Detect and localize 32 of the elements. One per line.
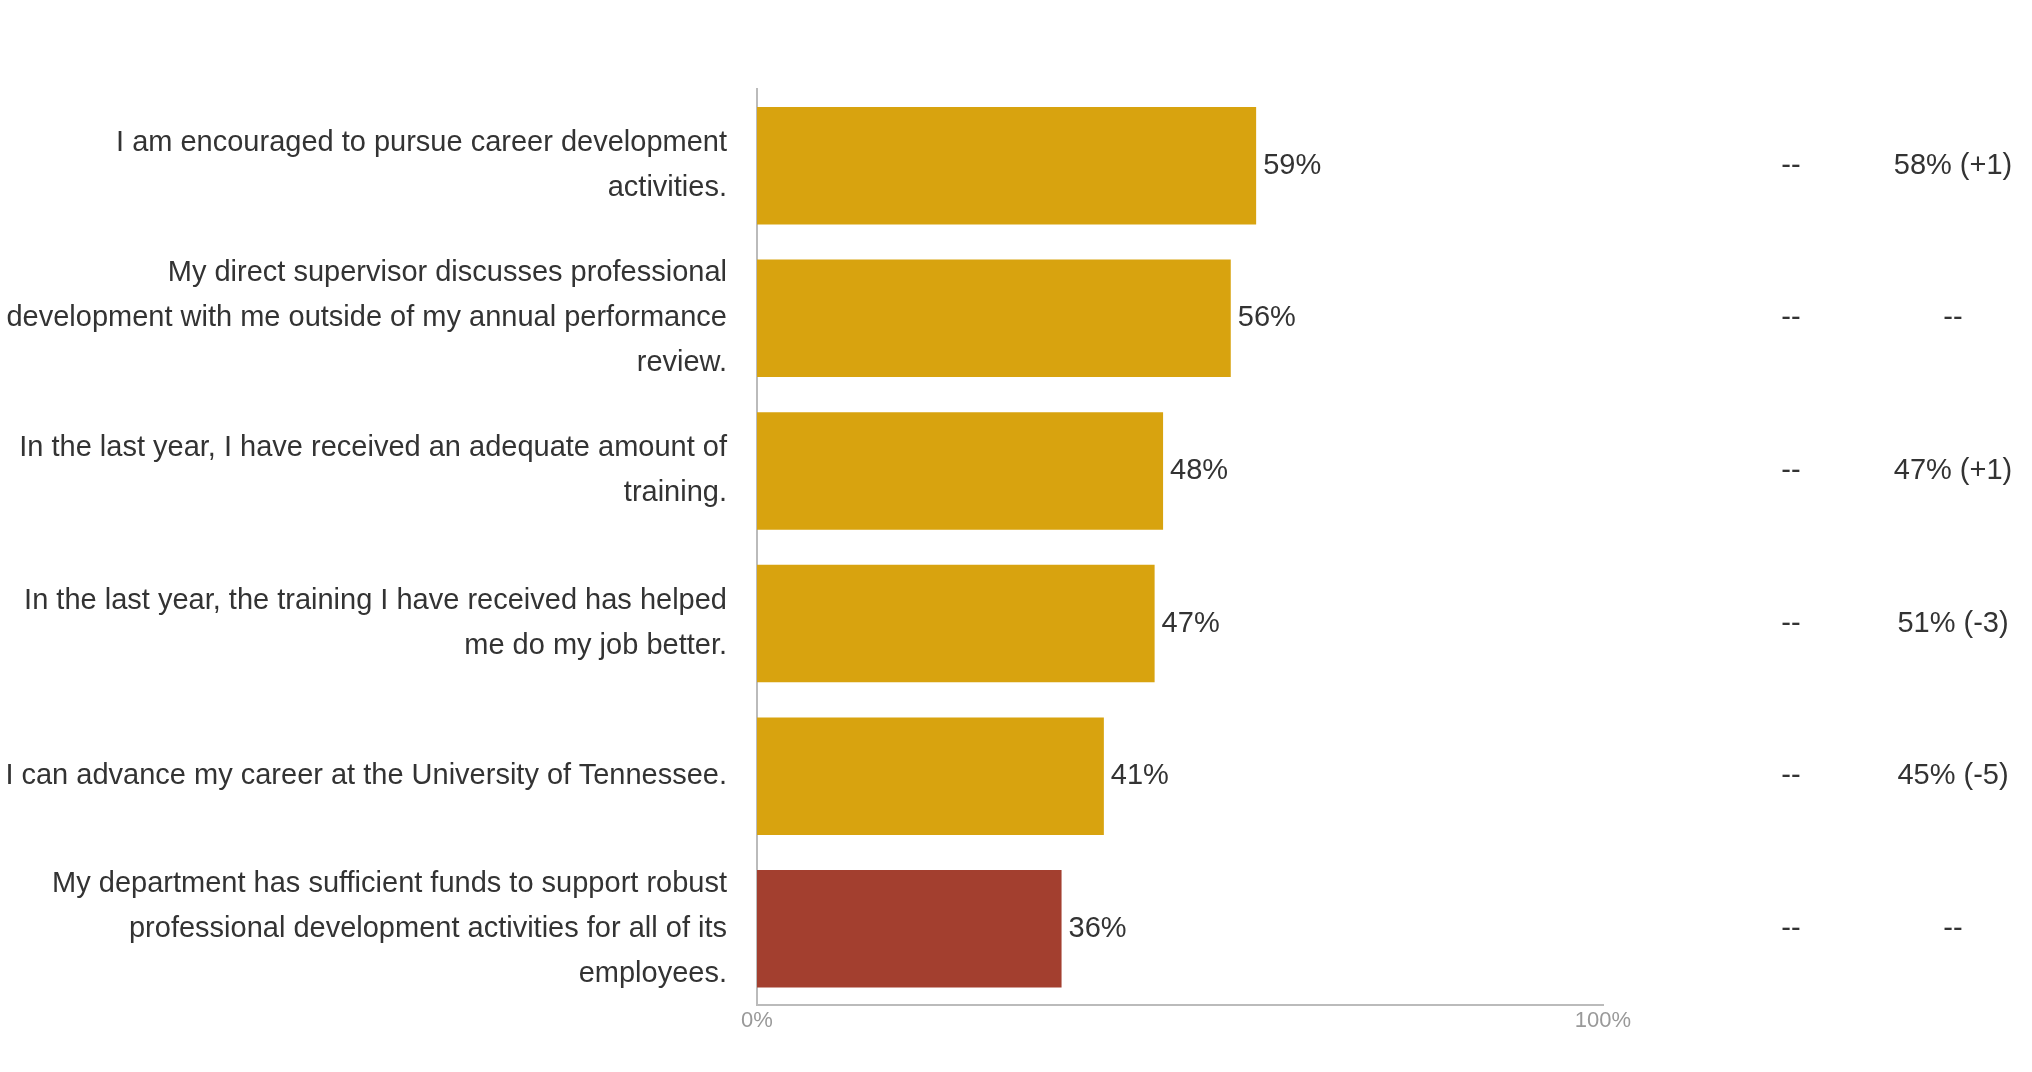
y-tick-label: I am encouraged to pursue career development activities. — [116, 125, 727, 203]
data-label: 36% — [1068, 910, 1127, 943]
text: -- — [1943, 300, 1963, 333]
bar — [757, 717, 1104, 835]
y-tick-label: In the last year, the training I have received has helped me do my job better. — [24, 583, 727, 661]
bar — [757, 106, 1257, 225]
text: -- — [1781, 910, 1801, 943]
data-label: 41% — [1110, 758, 1169, 791]
text: -- — [1781, 605, 1801, 638]
y-tick-label: My direct supervisor discusses professional development with me outside of my annual performance review. — [6, 255, 727, 378]
bar — [757, 259, 1231, 378]
data-label: 48% — [1170, 452, 1229, 485]
bar — [757, 870, 1062, 988]
text: -- — [1781, 452, 1801, 485]
x-tick-label: 100% — [1574, 1007, 1632, 1033]
text: -- — [1781, 300, 1801, 333]
y-tick-label: I can advance my career at the University of Tennessee. — [5, 758, 727, 791]
text: 45% (-5) — [1897, 758, 2009, 791]
y-tick-label: In the last year, I have received an adequate amount of training. — [19, 430, 728, 508]
text: 47% (+1) — [1893, 452, 2013, 485]
text: -- — [1781, 147, 1801, 180]
data-label: 56% — [1237, 300, 1296, 333]
text: 58% (+1) — [1893, 147, 2013, 180]
data-label: 47% — [1161, 605, 1220, 638]
text: 51% (-3) — [1897, 605, 2009, 638]
bar — [757, 412, 1164, 530]
text: -- — [1781, 758, 1801, 791]
bar — [757, 564, 1155, 683]
data-label: 59% — [1263, 147, 1322, 180]
x-tick-label: 0% — [741, 1007, 773, 1033]
y-tick-label: My department has sufficient funds to support robust professional development activities for all of its employees. — [52, 865, 727, 988]
text: -- — [1943, 910, 1963, 943]
